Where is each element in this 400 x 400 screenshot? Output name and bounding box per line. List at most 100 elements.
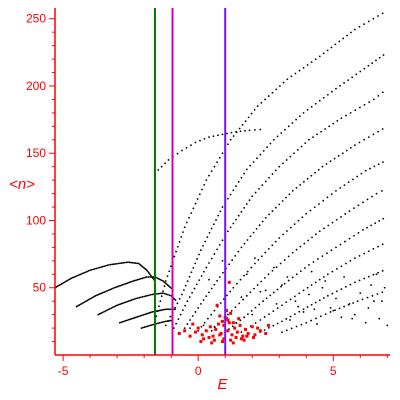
branch-point: [295, 248, 298, 251]
curve-point: [120, 284, 123, 287]
curve-point: [125, 261, 128, 264]
upper-curve-point: [254, 129, 256, 131]
branch-point: [241, 123, 244, 126]
curve-point: [119, 284, 122, 287]
branch-point: [283, 259, 286, 261]
branch-point: [196, 258, 199, 260]
branch-point: [324, 313, 327, 316]
branch-point: [218, 243, 221, 246]
curve-point: [156, 277, 159, 280]
branch-point: [192, 207, 195, 210]
branch-point: [230, 309, 233, 312]
curve-point: [138, 278, 141, 281]
branch-point: [204, 240, 207, 243]
curve-point: [133, 298, 136, 300]
curve-point: [158, 278, 160, 280]
branch-point: [326, 252, 328, 255]
branch-point: [278, 203, 281, 206]
curve-point: [133, 279, 136, 282]
branch-point: [310, 319, 313, 322]
branch-point: [219, 302, 222, 304]
scatter-point: [383, 286, 386, 289]
branch-point: [306, 306, 309, 308]
branch-point: [238, 127, 241, 130]
branch-point: [326, 93, 329, 96]
curve-point: [145, 269, 148, 272]
curve-point: [166, 284, 169, 287]
branch-point: [377, 245, 379, 248]
curve-point: [138, 296, 141, 299]
curve-point: [112, 287, 114, 290]
curve-point: [118, 321, 121, 324]
branch-point: [326, 196, 329, 199]
curve-point: [147, 276, 150, 278]
branch-point: [235, 218, 237, 221]
curve-point: [122, 302, 124, 305]
curve-point: [125, 282, 127, 285]
curve-point: [146, 312, 149, 315]
highlight-point: [253, 333, 257, 337]
branch-point: [377, 271, 379, 274]
branch-point: [229, 193, 232, 196]
branch-point: [326, 273, 329, 276]
curve-point: [111, 306, 114, 309]
branch-point: [344, 262, 347, 265]
x-axis-title: E: [217, 376, 228, 393]
branch-point: [232, 135, 235, 137]
curve-point: [85, 300, 87, 303]
branch-point: [339, 187, 342, 189]
branch-point: [237, 214, 240, 217]
branch-point: [174, 306, 176, 309]
curve-point: [136, 278, 139, 281]
branch-point: [269, 142, 272, 145]
curve-point: [159, 292, 161, 295]
curve-point: [116, 304, 119, 307]
curve-point: [82, 301, 85, 304]
curve-point: [87, 298, 90, 301]
curve-point: [139, 277, 142, 280]
curve-point: [113, 286, 116, 289]
highlight-point: [215, 303, 219, 307]
curve-point: [174, 299, 177, 302]
curve-point: [77, 274, 80, 277]
curve-point: [155, 292, 158, 295]
curve-point: [144, 276, 147, 279]
curve-point: [163, 308, 166, 311]
branch-point: [298, 310, 301, 313]
branch-point: [216, 279, 218, 282]
branch-point: [308, 138, 310, 141]
branch-point: [382, 54, 385, 56]
branch-point: [191, 291, 194, 294]
curve-point: [130, 317, 133, 320]
branch-point: [363, 138, 366, 141]
curve-point: [158, 309, 161, 312]
curve-point: [162, 292, 164, 295]
upper-curve-point: [181, 149, 183, 152]
branch-point: [329, 311, 332, 313]
scatter-point: [343, 276, 345, 278]
upper-curve-point: [185, 146, 188, 149]
branch-point: [263, 316, 266, 318]
branch-point: [373, 165, 376, 168]
branch-point: [210, 313, 213, 316]
branch-point: [268, 326, 270, 329]
branch-point: [307, 239, 310, 242]
scatter-point: [275, 302, 278, 305]
branch-point: [271, 173, 274, 175]
branch-point: [358, 279, 361, 282]
curve-point: [141, 277, 144, 280]
branch-point: [284, 128, 286, 131]
scatter-point: [202, 324, 205, 327]
curve-point: [160, 292, 163, 295]
branch-point: [310, 303, 313, 306]
branch-point: [251, 195, 254, 198]
branch-point: [236, 282, 238, 285]
branch-point: [317, 168, 320, 171]
upper-curve-point: [235, 130, 237, 133]
branch-point: [188, 296, 191, 298]
branch-point: [303, 242, 306, 245]
branch-point: [346, 34, 348, 37]
curve-point: [79, 303, 82, 306]
branch-point: [258, 224, 261, 227]
branch-point: [349, 283, 352, 286]
